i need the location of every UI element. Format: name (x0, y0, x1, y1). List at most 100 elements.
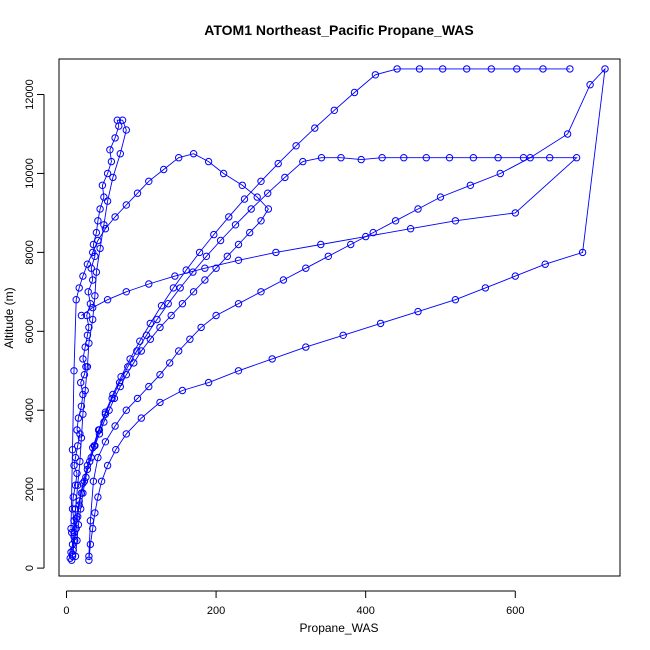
data-point (136, 337, 144, 345)
data-point (101, 438, 110, 446)
data-point (223, 252, 232, 260)
data-point (362, 232, 370, 241)
x-tick-label: 400 (357, 605, 375, 617)
data-point (72, 296, 80, 304)
data-point (142, 331, 151, 339)
data-point (137, 347, 146, 355)
data-point (137, 414, 146, 422)
data-point (85, 556, 93, 564)
y-tick-label: 8000 (24, 240, 36, 264)
data-point (86, 540, 95, 549)
data-point (436, 193, 445, 201)
data-point (201, 276, 209, 284)
data-point (156, 398, 164, 407)
data-point (94, 493, 102, 501)
data-point (167, 311, 175, 320)
data-point (302, 264, 310, 272)
data-point (80, 371, 89, 379)
data-point (157, 302, 166, 310)
data-point (122, 430, 131, 438)
data-point (145, 280, 153, 288)
data-point (451, 217, 460, 225)
data-point (279, 276, 288, 284)
data-point (100, 193, 108, 201)
data-point (122, 406, 131, 414)
data-point (189, 268, 197, 276)
data-point (71, 481, 80, 489)
data-point (79, 272, 87, 280)
data-point (94, 426, 103, 434)
data-point (400, 154, 408, 162)
data-point (86, 457, 94, 466)
data-point (133, 347, 141, 355)
y-tick-label: 0 (24, 565, 36, 571)
data-point (415, 65, 424, 73)
data-point (253, 193, 261, 201)
data-point (81, 386, 89, 395)
data-point (156, 323, 164, 332)
data-point (85, 552, 93, 560)
data-point (281, 173, 289, 182)
data-point (70, 532, 78, 541)
data-point (79, 479, 87, 487)
data-point (451, 296, 460, 304)
data-point (519, 154, 528, 162)
data-point (511, 272, 519, 280)
data-point (77, 402, 86, 410)
data-point (95, 430, 104, 438)
data-point (247, 205, 255, 213)
data-point (566, 65, 574, 73)
data-point (105, 406, 113, 414)
data-point (272, 248, 280, 257)
data-point (311, 124, 319, 132)
data-point (100, 221, 108, 229)
data-point (257, 288, 265, 296)
data-point (94, 217, 102, 225)
data-point (189, 150, 198, 158)
data-point (122, 126, 131, 134)
data-point (71, 505, 80, 513)
data-point (234, 367, 243, 375)
data-point (82, 473, 90, 481)
data-point (92, 228, 101, 237)
data-point (118, 116, 127, 124)
data-point (317, 154, 326, 162)
data-point (234, 240, 243, 249)
data-point (153, 315, 161, 324)
data-point (103, 461, 112, 470)
data-point (133, 394, 142, 403)
data-point (70, 367, 78, 375)
data-point (257, 177, 265, 186)
data-point (68, 550, 77, 558)
data-point (439, 65, 447, 73)
data-point (75, 497, 83, 505)
data-point (145, 177, 153, 186)
data-point (122, 201, 131, 209)
data-point (212, 311, 220, 320)
x-tick-label: 200 (207, 605, 225, 617)
data-point (108, 394, 116, 403)
data-point (100, 418, 108, 426)
data-point (67, 524, 75, 533)
data-point (77, 434, 86, 442)
data-point (79, 355, 87, 363)
data-point (578, 248, 587, 257)
data-point (72, 524, 80, 533)
data-point (103, 296, 112, 304)
y-tick-label: 2000 (24, 477, 36, 501)
data-point (339, 331, 347, 339)
data-point (422, 154, 430, 162)
data-point (87, 264, 95, 272)
data-point (219, 169, 228, 178)
data-point (572, 154, 581, 162)
data-point (89, 444, 97, 452)
x-axis-title: Propane_WAS (300, 621, 379, 635)
data-point (89, 303, 97, 312)
data-point (357, 155, 365, 164)
data-point (96, 205, 104, 213)
data-point (94, 236, 102, 245)
data-point (371, 71, 380, 79)
data-point (72, 515, 80, 523)
data-point (83, 465, 92, 474)
